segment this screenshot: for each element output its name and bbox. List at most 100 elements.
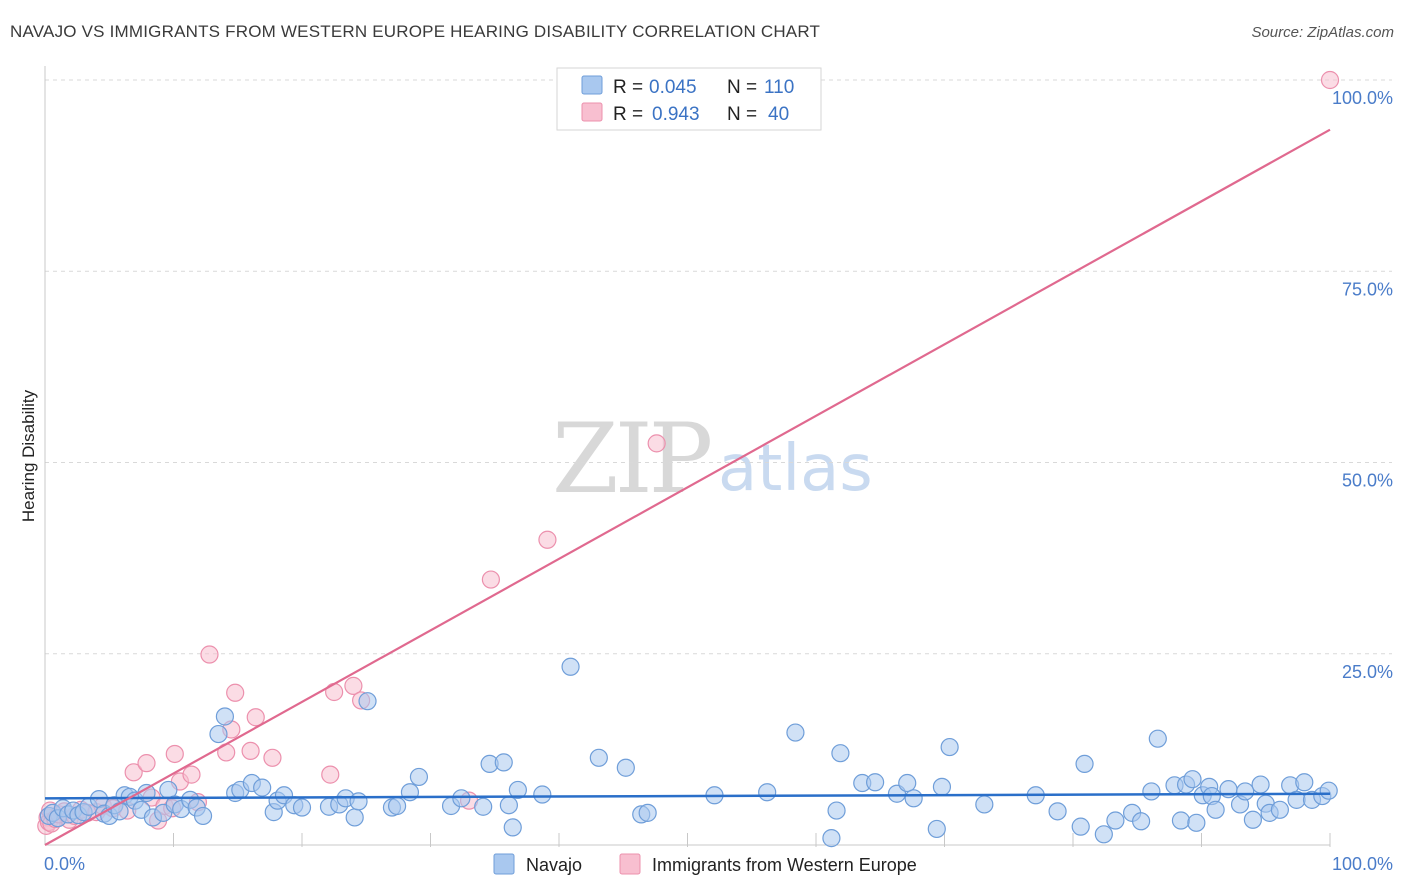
legend-immig-n-label: N =	[727, 104, 757, 125]
navajo-point-69	[866, 773, 885, 792]
navajo-point-65	[822, 829, 841, 848]
y-axis-title: Hearing Disability	[19, 389, 38, 522]
legend-immig-r-label: R =	[613, 104, 643, 125]
navajo-point-58	[589, 748, 608, 767]
navajo-point-100	[1251, 775, 1270, 794]
x-tick-label-min: 0.0%	[44, 854, 85, 874]
chart-title: NAVAJO VS IMMIGRANTS FROM WESTERN EUROPE…	[10, 22, 821, 41]
navajo-point-55	[508, 780, 527, 800]
bottom-legend-navajo: Navajo	[526, 855, 582, 875]
source-label: Source: ZipAtlas.com	[1251, 24, 1394, 41]
immigrants-point-16	[124, 763, 143, 782]
navajo-point-90	[1183, 770, 1202, 789]
series-legend: Navajo Immigrants from Western Europe	[493, 853, 917, 875]
navajo-point-37	[292, 798, 312, 817]
navajo-point-43	[358, 692, 377, 711]
navajo-point-57	[561, 657, 580, 676]
navajo-point-85	[1142, 782, 1161, 801]
navajo-point-54	[503, 818, 522, 837]
navajo-point-71	[898, 773, 917, 793]
navajo-point-80	[1075, 754, 1094, 774]
legend-immig-r-value: 0.943	[652, 104, 700, 125]
immigrants-point-32	[263, 748, 282, 767]
navajo-point-81	[1094, 825, 1113, 844]
navajo-point-56	[533, 785, 552, 804]
immigrants-point-24	[182, 765, 201, 784]
navajo-point-63	[758, 783, 777, 802]
immigrants-point-33	[321, 765, 340, 784]
navajo-point-109	[1319, 781, 1338, 800]
watermark-zip: ZIP	[552, 403, 711, 515]
navajo-point-106	[1295, 773, 1314, 792]
navajo-point-26	[193, 806, 213, 826]
navajo-point-98	[1236, 782, 1255, 801]
navajo-point-49	[452, 789, 471, 808]
navajo-point-13	[110, 802, 129, 821]
navajo-point-50	[474, 797, 493, 816]
immigrants-point-35	[344, 676, 363, 695]
navajo-point-27	[209, 724, 228, 744]
watermark-atlas: atlas	[718, 432, 873, 506]
navajo-point-91	[1187, 813, 1206, 832]
legend-immig-n-value: 40	[768, 104, 789, 125]
immigrants-point-40	[647, 434, 666, 453]
navajo-point-72	[904, 789, 923, 808]
legend-swatch-immigrants	[581, 102, 603, 122]
navajo-point-82	[1106, 811, 1125, 830]
navajo-point-79	[1071, 817, 1090, 836]
navajo-point-32	[253, 778, 272, 797]
legend-navajo-n-value: 110	[764, 77, 794, 98]
immigrants-point-29	[226, 683, 245, 702]
navajo-point-41	[345, 808, 364, 827]
navajo-point-86	[1148, 729, 1167, 748]
navajo-point-75	[940, 737, 959, 757]
trend-lines	[44, 128, 1331, 846]
immigrants-point-41	[1320, 70, 1340, 90]
legend-navajo-n-label: N =	[727, 77, 757, 98]
immigrants-point-39	[538, 530, 557, 549]
y-tick-label-0: 25.0%	[1342, 662, 1393, 682]
navajo-point-64	[786, 723, 805, 742]
axes: 25.0% 50.0% 75.0% 100.0%	[44, 66, 1393, 847]
navajo-point-42	[349, 792, 368, 811]
immigrants-point-17	[137, 754, 156, 773]
navajo-point-73	[927, 819, 946, 839]
immigrants-point-22	[165, 744, 184, 764]
navajo-point-45	[387, 796, 407, 816]
navajo-point-59	[616, 758, 635, 777]
immigrants-point-38	[481, 570, 500, 589]
navajo-points	[39, 657, 1338, 848]
immigrants-trend-line	[44, 128, 1331, 846]
navajo-point-78	[1048, 802, 1067, 821]
legend-swatch-navajo	[581, 75, 603, 95]
correlation-legend: R = 0.045 N = 110 R = 0.943 N = 40	[556, 67, 822, 131]
y-tick-label-3: 100.0%	[1332, 88, 1393, 108]
y-tick-label-1: 50.0%	[1342, 471, 1393, 491]
immigrants-point-31	[246, 708, 265, 727]
y-tick-label-2: 75.0%	[1342, 279, 1393, 299]
legend-navajo-r-label: R =	[613, 77, 643, 98]
navajo-point-88	[1171, 811, 1191, 830]
navajo-point-28	[215, 707, 234, 726]
navajo-point-103	[1270, 800, 1289, 819]
bottom-legend-swatch-navajo	[493, 853, 515, 875]
navajo-point-74	[932, 777, 952, 796]
immigrants-point-26	[200, 645, 219, 664]
immigrants-point-34	[325, 682, 344, 702]
bottom-legend-swatch-immigrants	[619, 853, 641, 875]
navajo-point-99	[1243, 810, 1263, 829]
legend-navajo-r-value: 0.045	[649, 77, 697, 98]
navajo-point-76	[975, 795, 994, 814]
navajo-point-84	[1132, 812, 1151, 831]
navajo-point-52	[494, 753, 513, 772]
navajo-point-61	[638, 803, 657, 822]
x-tick-label-max: 100.0%	[1332, 854, 1393, 874]
navajo-trend-line	[44, 792, 1331, 800]
bottom-legend-immigrants: Immigrants from Western Europe	[652, 855, 917, 875]
grid	[45, 79, 1392, 655]
navajo-point-67	[831, 744, 850, 763]
navajo-point-53	[499, 796, 518, 815]
navajo-point-47	[409, 767, 429, 787]
immigrants-point-30	[241, 741, 260, 761]
